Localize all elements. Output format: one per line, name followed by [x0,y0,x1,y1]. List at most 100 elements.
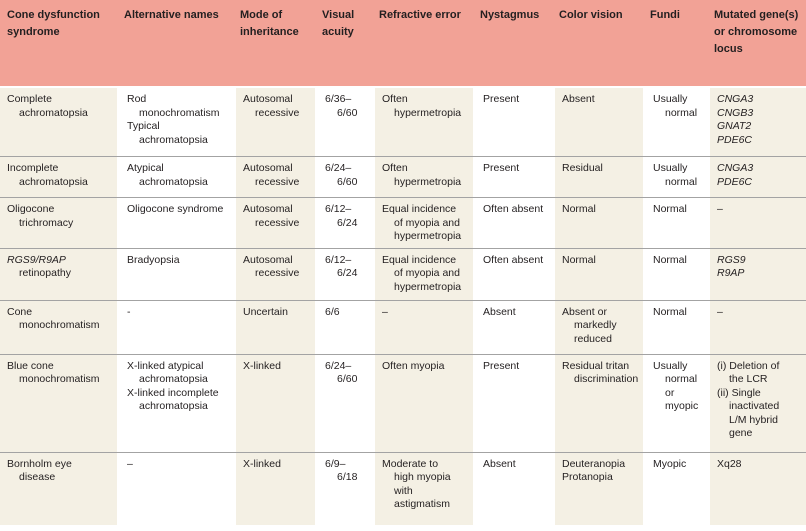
table-cell: Absent [552,88,643,156]
table-cell: Equal incidence of myopia and hypermetropi… [372,248,473,300]
table-cell: Cone monochromatism [0,300,117,354]
table-cell: 6/12– 6/24 [315,248,372,300]
cell-line: - [127,305,131,318]
table-cell: Normal [643,248,707,300]
table-cell: Complete achromatopsia [0,88,117,156]
cell-line: Oligocone [7,203,55,215]
cell-line: hypermetropia [394,280,462,293]
cell-line: normal [665,175,698,188]
cell-line: Equal incidence [382,253,457,266]
table-cell: Autosomal recessive [233,248,315,300]
cell-line: Complete [7,93,52,105]
cell-line: trichromacy [19,216,74,229]
cell-line: Moderate to [382,457,439,470]
cell-line: 6/24– [325,162,352,174]
cell-line: X-linked incomplete [127,386,219,399]
table-cell: Normal [552,198,643,248]
table-cell: (i) Deletion of the LCR (ii) Single inactiv… [707,354,806,452]
column-header-alternative-names: Alternative names [124,9,219,21]
cell-line: normal [665,106,698,119]
cell-line: Usually [653,93,688,105]
cell-line: discrimination [574,373,639,385]
table-cell: Present [473,354,552,452]
cell-line: Often myopia [382,359,445,372]
table-cell: CNGA3 PDE6C [707,157,806,197]
cell-line: hypermetropia [394,230,462,242]
cell-line: Incomplete [7,162,59,174]
cell-line: achromatopsia [19,106,88,119]
table-cell: Equal incidence of myopia and hypermetropi… [372,198,473,248]
cell-line: Residual [562,162,603,174]
cell-line: markedly [574,319,617,331]
cell-line: hypermetropia [394,106,462,119]
cell-line: Atypical [127,162,164,174]
cell-line: recessive [255,106,300,119]
cell-line: R9AP [717,267,745,279]
cell-line: 6/18 [337,471,358,483]
cell-line: Absent [562,93,595,105]
table-cell: Residual tritan discrimination [552,354,643,452]
cell-line: Absent or [562,305,607,318]
cell-line: CNGB3 [717,106,754,119]
cell-line: Xq28 [717,457,742,470]
table-cell: Often hypermetropia [372,157,473,197]
table-cell: CNGA3 CNGB3 GNAT2 PDE6C [707,88,806,156]
cell-line: – [717,305,723,318]
cell-line: recessive [255,175,300,188]
table-cell: 6/36– 6/60 [315,88,372,156]
cell-line: Present [483,359,520,372]
table-cell: Present [473,157,552,197]
table-cell: X-linked [233,452,315,525]
cell-line: PDE6C [717,175,753,188]
cell-line: Often absent [483,203,544,215]
cell-line: 6/60 [337,106,358,119]
cell-line: Oligocone syndrome [127,203,224,215]
cell-line: CNGA3 [717,93,754,105]
cell-line: 6/9– [325,457,346,470]
cell-line: Normal [562,253,596,266]
table-cell: Myopic [643,452,707,525]
cell-line: retinopathy [19,267,71,279]
cell-line: L/M hybrid [729,413,779,426]
table-cell: Present [473,88,552,156]
cell-line: disease [19,471,56,483]
cell-line: Usually [653,162,688,174]
table-cell: Oligocone syndrome [117,198,233,248]
table-cell: – [372,300,473,354]
cell-line: Often [382,93,408,105]
table-cell: 6/24– 6/60 [315,157,372,197]
cell-line: inactivated [729,400,780,412]
table-cell: Blue cone monochromatism [0,354,117,452]
table-cell: Absent [473,452,552,525]
cell-line: RGS9 [717,253,746,266]
table-cell: Deuteranopia Protanopia [552,452,643,525]
cell-line: Normal [653,305,687,318]
cell-line: hypermetropia [394,175,462,188]
cell-line: Myopic [653,457,687,470]
cell-line: Equal incidence [382,203,457,215]
cell-line: Residual tritan [562,359,630,372]
table-cell: Autosomal recessive [233,157,315,197]
table-cell: Absent [473,300,552,354]
table-cell: Residual [552,157,643,197]
cell-line: high myopia [394,471,451,483]
table-cell: Usually normal or myopic [643,354,707,452]
cell-line: monochromatism [19,373,100,385]
cell-line: normal [665,373,698,385]
cell-line: Bornholm eye [7,457,72,470]
cell-line: 6/12– [325,253,352,266]
table-cell: Absent or markedly reduced [552,300,643,354]
cell-line: 6/60 [337,175,358,188]
cell-line: achromatopsia [139,400,208,412]
table-cell: Usually normal [643,88,707,156]
column-header-syndrome: Cone dysfunction syndrome [7,9,100,38]
table-cell: Oligocone trichromacy [0,198,117,248]
table-cell: Often absent [473,248,552,300]
cell-line: 6/24– [325,359,352,372]
table-body: Complete achromatopsia Rod monochromatism Ty… [0,88,806,525]
cell-line: 6/60 [337,373,358,385]
cell-line: Deuteranopia [562,457,626,470]
cell-line: PDE6C [717,133,753,146]
table-cell: - [117,300,233,354]
table-cell: RGS9 R9AP [707,248,806,300]
